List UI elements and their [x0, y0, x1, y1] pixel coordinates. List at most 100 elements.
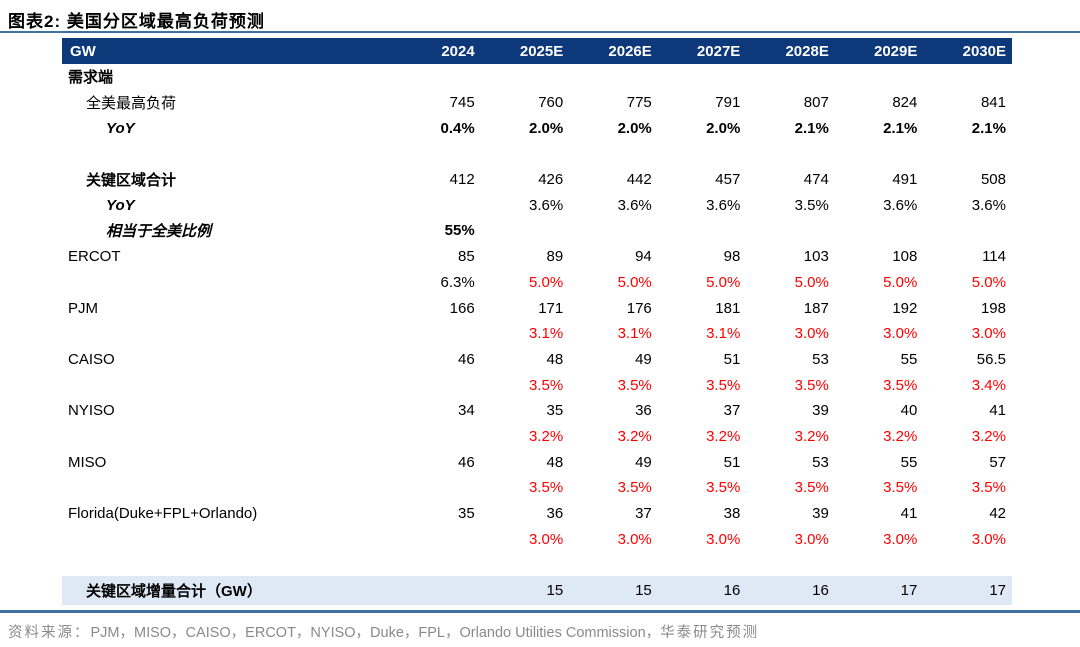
- cell-2026E: 3.1%: [617, 325, 652, 343]
- cell-2025E: 3.0%: [529, 530, 564, 548]
- cell-2026E: [569, 218, 658, 244]
- cell-2028E: [746, 218, 835, 244]
- cell-2029E: 41: [900, 505, 918, 523]
- source-list: PJM，MISO，CAISO，ERCOT，NYISO，Duke，FPL，Orla…: [90, 625, 661, 642]
- cell-2025E: [481, 552, 570, 576]
- spacer-row: [62, 552, 1012, 576]
- cell-2029E: [835, 552, 924, 576]
- cell-2024: [392, 475, 481, 501]
- column-header-2025e: 2025E: [480, 38, 570, 64]
- cell-2027E: 3.5%: [706, 376, 741, 394]
- table-row: 6.3% 5.0% 5.0% 5.0% 5.0% 5.0% 5.0%: [62, 270, 1012, 296]
- table-row: 相当于全美比例 55%: [62, 218, 1012, 244]
- row-label: [62, 526, 392, 552]
- cell-2025E: 3.2%: [529, 427, 564, 445]
- cell-2029E: 17: [834, 576, 924, 606]
- table-row: 关键区域增量合计（GW） 15 15 16 16 17 17: [62, 576, 1012, 606]
- source-suffix: 华泰研究预测: [660, 625, 760, 642]
- cell-2027E: 3.0%: [706, 530, 741, 548]
- column-header-2029e: 2029E: [834, 38, 924, 64]
- title-divider: [0, 31, 1080, 33]
- cell-2024: [392, 526, 481, 552]
- column-header-2026e: 2026E: [569, 38, 658, 64]
- cell-2026E: 3.6%: [617, 196, 652, 214]
- cell-2030E: 17: [923, 576, 1012, 606]
- cell-2029E: 40: [900, 402, 918, 420]
- cell-2027E: 51: [723, 453, 741, 471]
- cell-2030E: 3.0%: [971, 325, 1006, 343]
- cell-2027E: [658, 64, 747, 90]
- cell-2027E: [658, 552, 747, 576]
- cell-2028E: 53: [812, 453, 829, 471]
- row-label: PJM: [68, 299, 98, 317]
- cell-2026E: 3.2%: [617, 427, 652, 445]
- cell-2025E: 3.6%: [529, 196, 564, 214]
- cell-2026E: 94: [635, 248, 652, 266]
- cell-2025E: 36: [546, 505, 564, 523]
- cell-2029E: 491: [892, 171, 918, 189]
- spacer-row: [62, 141, 1012, 167]
- cell-2028E: 5.0%: [794, 273, 829, 291]
- cell-2030E: 5.0%: [971, 273, 1006, 291]
- cell-2027E: 3.1%: [706, 325, 741, 343]
- cell-2027E: 51: [723, 350, 741, 368]
- cell-2028E: 474: [803, 171, 829, 189]
- cell-2028E: 39: [812, 402, 829, 420]
- cell-2025E: 171: [538, 299, 564, 317]
- cell-2024: [392, 576, 481, 606]
- cell-2029E: 3.5%: [883, 479, 918, 497]
- cell-2024: [392, 372, 481, 398]
- table-row: 全美最高负荷 745 760 775 791 807 824 841: [62, 90, 1012, 116]
- cell-2025E: [481, 218, 570, 244]
- cell-2030E: 198: [980, 299, 1006, 317]
- cell-2026E: 2.0%: [617, 119, 652, 137]
- header-row: GW 2024 2025E 2026E 2027E 2028E 2029E 2030E: [62, 38, 1012, 64]
- row-label: NYISO: [68, 402, 115, 420]
- cell-2024: 166: [449, 299, 475, 317]
- table-row: ERCOT 85 89 94 98 103 108 114: [62, 244, 1012, 270]
- row-label: [62, 475, 392, 501]
- cell-2030E: [923, 552, 1012, 576]
- column-header-2030e: 2030E: [923, 38, 1012, 64]
- row-label: 关键区域增量合计（GW）: [62, 576, 393, 606]
- row-label: 需求端: [68, 69, 114, 87]
- cell-2030E: 3.4%: [971, 376, 1006, 394]
- cell-2027E: 2.0%: [706, 119, 741, 137]
- table-row: CAISO 46 48 49 51 53 55 56.5: [62, 347, 1012, 373]
- cell-2024: [392, 141, 481, 167]
- cell-2028E: 16: [746, 576, 835, 606]
- row-label: Florida(Duke+FPL+Orlando): [68, 505, 258, 523]
- cell-2024: 412: [449, 171, 475, 189]
- cell-2025E: 35: [546, 402, 564, 420]
- cell-2029E: 192: [892, 299, 918, 317]
- cell-2026E: 49: [635, 350, 652, 368]
- table-row: 3.0% 3.0% 3.0% 3.0% 3.0% 3.0%: [62, 526, 1012, 552]
- cell-2025E: 3.5%: [529, 479, 564, 497]
- cell-2024: 745: [449, 94, 475, 112]
- cell-2024: 0.4%: [440, 119, 475, 137]
- cell-2028E: 3.5%: [794, 376, 829, 394]
- cell-2025E: 760: [538, 94, 564, 112]
- table-row: MISO 46 48 49 51 53 55 57: [62, 449, 1012, 475]
- cell-2030E: 42: [989, 505, 1006, 523]
- row-label: [62, 552, 392, 576]
- cell-2030E: 3.0%: [971, 530, 1006, 548]
- table-row: YoY 0.4% 2.0% 2.0% 2.0% 2.1% 2.1% 2.1%: [62, 115, 1012, 141]
- cell-2025E: 2.0%: [529, 119, 564, 137]
- table-row: 需求端: [62, 64, 1012, 90]
- cell-2026E: 37: [635, 505, 652, 523]
- cell-2024: [392, 192, 481, 218]
- table-row: 3.5% 3.5% 3.5% 3.5% 3.5% 3.4%: [62, 372, 1012, 398]
- cell-2027E: 3.5%: [706, 479, 741, 497]
- cell-2025E: 15: [480, 576, 570, 606]
- row-label: MISO: [68, 453, 107, 471]
- row-label: [62, 424, 392, 450]
- row-label: YoY: [106, 119, 135, 137]
- row-label: [62, 372, 392, 398]
- cell-2030E: [923, 141, 1012, 167]
- cell-2028E: [746, 552, 835, 576]
- row-label: YoY: [106, 196, 135, 214]
- column-header-2024: 2024: [392, 38, 481, 64]
- cell-2028E: 3.5%: [794, 196, 829, 214]
- cell-2026E: 176: [626, 299, 652, 317]
